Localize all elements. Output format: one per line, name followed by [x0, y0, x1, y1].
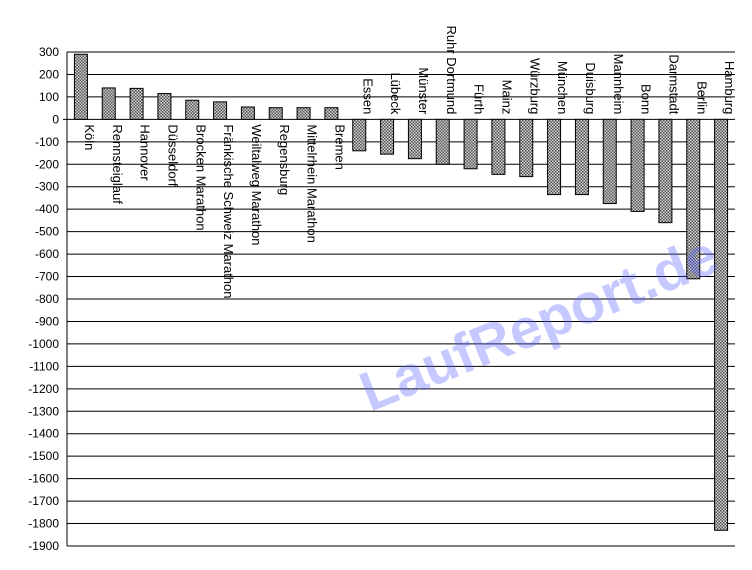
category-label: Fürth [472, 84, 487, 114]
y-tick-label: -1300 [28, 404, 59, 418]
bar [519, 118, 534, 178]
category-label: Ruhr Dortmund [444, 25, 459, 114]
bar [407, 118, 422, 160]
category-label: Mittelrhein Marathon [305, 124, 320, 243]
category-label: Essen [360, 78, 375, 114]
y-tick-label: -1600 [28, 472, 59, 486]
category-label: Bremen [332, 124, 347, 170]
y-tick-label: -1400 [28, 427, 59, 441]
category-label: Rennsteiglauf [110, 124, 125, 204]
y-tick-label: -800 [35, 292, 59, 306]
y-tick-label: -900 [35, 314, 59, 328]
category-label: Regensburg [277, 124, 292, 195]
bar [574, 118, 589, 196]
category-label: Würzburg [527, 58, 542, 114]
category-label: Köln [82, 124, 97, 150]
y-tick-label: -500 [35, 225, 59, 239]
bar [686, 118, 701, 280]
y-tick-label: -600 [35, 247, 59, 261]
bar [491, 118, 506, 175]
category-label: Weiltalweg Marathon [249, 124, 264, 245]
y-tick-label: 100 [39, 90, 59, 104]
bar [435, 118, 450, 165]
category-label: München [555, 61, 570, 114]
bar [547, 118, 562, 196]
y-tick-label: 200 [39, 67, 59, 81]
y-tick-label: -1700 [28, 494, 59, 508]
y-tick-label: 0 [52, 112, 59, 126]
category-label: Lübeck [388, 72, 403, 114]
bar [296, 107, 311, 120]
bar [73, 53, 88, 120]
category-label: Duisburg [583, 62, 598, 114]
bar [129, 87, 144, 120]
y-tick-label: -1500 [28, 449, 59, 463]
y-tick-label: -1800 [28, 517, 59, 531]
category-label: Darmstadt [666, 54, 681, 114]
category-label: Münster [416, 67, 431, 115]
bar [157, 93, 172, 120]
y-tick-label: -1000 [28, 337, 59, 351]
bar [714, 118, 729, 531]
bars [73, 53, 729, 531]
axes [63, 52, 68, 546]
y-tick-label: -100 [35, 135, 59, 149]
category-label: Bonn [639, 84, 654, 114]
bar [658, 118, 673, 224]
y-tick-label: -700 [35, 270, 59, 284]
y-tick-label: -1100 [29, 359, 59, 373]
category-label: Düsseldorf [165, 124, 180, 187]
bar [185, 99, 200, 120]
bar [352, 118, 367, 152]
bar [380, 118, 395, 155]
y-tick-label: -1900 [28, 539, 59, 553]
bar [324, 107, 339, 120]
bar [463, 118, 478, 170]
category-label: Berlin [694, 81, 709, 114]
y-tick-label: -200 [35, 157, 59, 171]
bar [268, 107, 283, 120]
bar [240, 106, 255, 120]
category-labels: Köln Rennsteiglauf Hannover Düsseldorf Brock… [82, 25, 737, 298]
y-axis-tick-labels: 300 200 100 0 -100 -200 -300 -400 -500 -600 -700 -8… [28, 45, 59, 553]
y-tick-label: -400 [35, 202, 59, 216]
bar [101, 87, 116, 120]
category-label: Hannover [138, 124, 153, 181]
y-tick-label: 300 [39, 45, 59, 59]
category-label: Mainz [499, 80, 514, 115]
category-label: Brocken Marathon [193, 124, 208, 230]
category-label: Mannheim [611, 54, 626, 115]
y-tick-label: -300 [35, 180, 59, 194]
y-tick-label: -1200 [28, 382, 59, 396]
gridlines [67, 51, 735, 547]
bar [602, 118, 617, 205]
category-label: Fränkische Schweiz Marathon [221, 124, 236, 298]
bar [213, 101, 228, 120]
bar [630, 118, 645, 212]
watermark: LaufReport.de [351, 223, 727, 424]
category-label: Hamburg [722, 61, 737, 114]
